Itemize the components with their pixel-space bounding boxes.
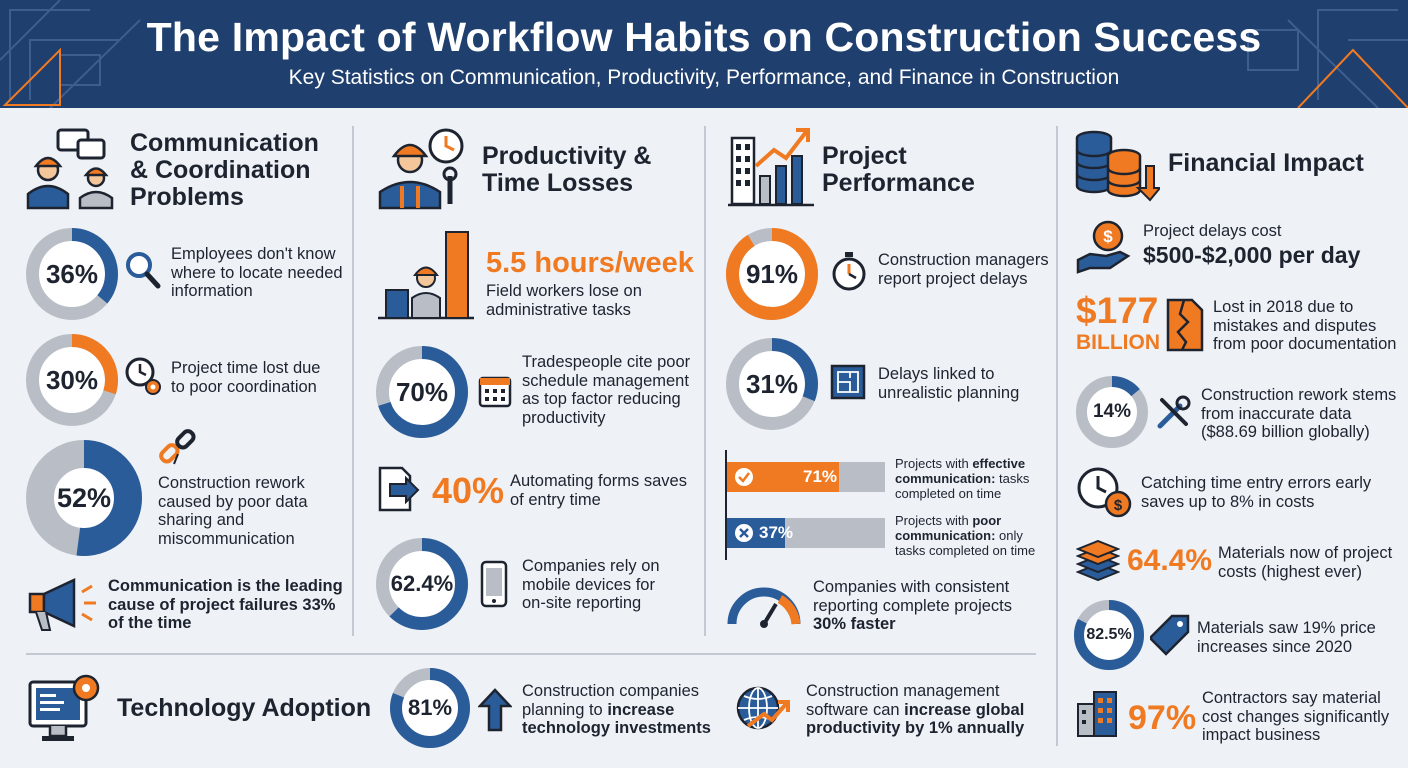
stat-52-text: Construction rework caused by poor data sh… — [158, 474, 308, 548]
donut-62: 62.4% — [376, 538, 468, 630]
stat-14-text: Construction rework stems from inaccurate… — [1201, 386, 1397, 441]
page-subtitle: Key Statistics on Communication, Product… — [288, 66, 1120, 89]
blueprint-decoration-left — [0, 0, 141, 108]
donut-value-arc — [26, 228, 118, 320]
communication-callout: Communication is the leading cause of pro… — [108, 577, 343, 632]
column-divider — [704, 126, 706, 636]
broken-link-icon — [156, 428, 200, 470]
bar-effective-label: 71% — [803, 467, 838, 486]
productivity-title: Productivity & Time Losses — [482, 142, 652, 197]
page-title: The Impact of Workflow Habits on Constru… — [146, 14, 1262, 60]
phone-icon — [480, 560, 508, 608]
tools-icon — [1154, 394, 1192, 432]
technology-title: Technology Adoption — [117, 694, 372, 722]
donut-31: 31% — [726, 338, 818, 430]
gauge-icon — [726, 582, 802, 628]
donut-81: 81% — [390, 668, 470, 748]
stat-91-text: Construction managers report project dela… — [878, 251, 1049, 288]
stat-64-value: 64.4% — [1127, 544, 1213, 577]
stat-62-text: Companies rely on mobile devices for on-si… — [522, 557, 660, 612]
billion-text: Lost in 2018 due to mistakes and disputes… — [1213, 298, 1397, 353]
growth-chart-icon — [728, 126, 814, 208]
bar-poor: 37% — [727, 518, 885, 548]
svg-text:$: $ — [1114, 497, 1123, 514]
building-icon — [1076, 690, 1120, 738]
delays-value: $500-$2,000 per day — [1143, 242, 1361, 268]
donut-value-arc — [726, 338, 818, 430]
money-hand-icon: $ — [1076, 220, 1134, 274]
worker-tools-icon — [374, 126, 470, 210]
worker-bar-icon — [378, 228, 474, 322]
timeentry-text: Catching time entry errors early saves up… — [1141, 474, 1372, 511]
donut-value-arc — [26, 440, 142, 556]
row-divider — [26, 653, 1036, 655]
donut-91: 91% — [726, 228, 818, 320]
megaphone-icon — [26, 576, 102, 632]
donut-value-arc — [390, 668, 470, 748]
global-text: Construction management software can inc… — [806, 682, 1025, 737]
donut-value-arc — [1074, 600, 1144, 670]
coins-down-icon — [1074, 128, 1160, 202]
delays-label: Project delays cost — [1143, 222, 1282, 240]
globe-growth-icon — [734, 680, 790, 736]
stat-36-text: Employees don't know where to locate need… — [171, 245, 343, 300]
billion-unit: BILLION — [1076, 331, 1160, 354]
donut-82: 82.5% — [1074, 600, 1144, 670]
clock-gear-icon — [124, 356, 164, 398]
calendar-icon — [478, 372, 512, 408]
stat-70-text: Tradespeople cite poor schedule managemen… — [522, 353, 691, 427]
stat-97-text: Contractors say material cost changes sig… — [1202, 689, 1390, 744]
stat-31-text: Delays linked to unrealistic planning — [878, 365, 1020, 402]
price-tag-icon — [1150, 614, 1190, 656]
donut-52: 52% — [26, 440, 142, 556]
clock-dollar-icon: $ — [1076, 466, 1136, 518]
donut-value-arc — [26, 334, 118, 426]
svg-text:$: $ — [1103, 227, 1113, 246]
donut-value-arc — [376, 538, 468, 630]
performance-title: Project Performance — [822, 142, 975, 197]
magnifier-icon — [124, 250, 162, 290]
bar-effective-text: Projects with effective communication: t… — [895, 456, 1030, 501]
stat-97-value: 97% — [1128, 699, 1197, 737]
stat-82-text: Materials saw 19% price increases since 2… — [1197, 619, 1376, 656]
blueprint-decoration-right — [1247, 9, 1408, 108]
donut-value-arc — [376, 346, 468, 438]
donut-value-arc — [1076, 376, 1148, 448]
torn-document-icon — [1166, 298, 1204, 352]
stopwatch-icon — [830, 250, 868, 292]
bar-axis — [725, 450, 727, 560]
communication-title: Communication & Coordination Problems — [130, 129, 319, 211]
computer-gear-icon — [26, 668, 106, 748]
donut-70: 70% — [376, 346, 468, 438]
blueprint-icon — [828, 362, 868, 402]
donut-14: 14% — [1076, 376, 1148, 448]
check-icon — [735, 468, 753, 486]
donut-36: 36% — [26, 228, 118, 320]
donut-30: 30% — [26, 334, 118, 426]
bar-poor-label: 37% — [759, 523, 794, 542]
billion-value: $177 — [1076, 290, 1159, 331]
hours-value: 5.5 hours/week — [486, 247, 694, 279]
x-icon — [735, 524, 753, 542]
stat-81-text: Construction companies planning to incre… — [522, 682, 711, 737]
stacked-layers-icon — [1076, 540, 1120, 582]
stat-40-text: Automating forms saves of entry time — [510, 472, 687, 509]
stat-30-text: Project time lost due to poor coordinatio… — [171, 359, 321, 396]
form-arrow-icon — [376, 466, 420, 512]
column-divider — [1056, 126, 1058, 746]
header-banner: The Impact of Workflow Habits on Constru… — [0, 0, 1408, 108]
bar-poor-text: Projects with poor communication: only t… — [895, 513, 1036, 558]
stat-40-value: 40% — [432, 470, 505, 511]
financial-title: Financial Impact — [1168, 149, 1364, 177]
reporting-text: Companies with consistent reporting compl… — [813, 578, 1013, 633]
hours-text: Field workers lose on administrative task… — [486, 282, 642, 319]
arrow-up-icon — [478, 688, 512, 732]
team-chat-icon — [24, 126, 120, 210]
column-divider — [352, 126, 354, 636]
stat-64-text: Materials now of project costs (highest e… — [1218, 544, 1393, 581]
bar-effective: 71% — [727, 462, 885, 492]
donut-value-arc — [726, 228, 818, 320]
